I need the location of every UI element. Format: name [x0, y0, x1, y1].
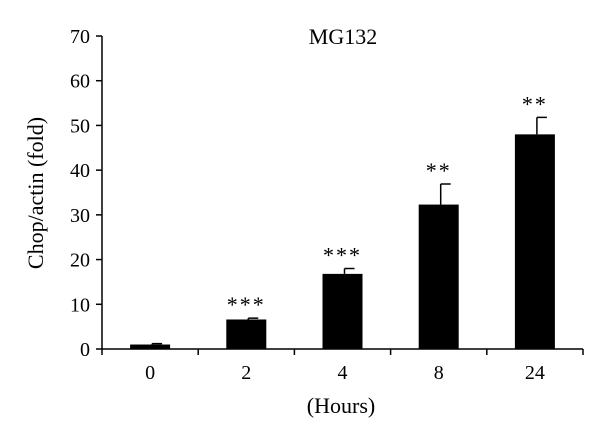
y-tick-label: 30: [70, 205, 90, 227]
x-tick-label: 2: [241, 362, 251, 384]
significance-label: **: [426, 158, 452, 183]
x-axis-ticks: 0 2 4 8 24: [101, 349, 584, 384]
x-tick-label: 0: [145, 362, 155, 384]
bar: [130, 344, 171, 349]
y-tick-label: 10: [70, 294, 90, 316]
y-axis-ticks: 0 10 20 30 40 50 60 70: [70, 26, 102, 361]
significance-label: ***: [323, 243, 362, 268]
bar: [322, 273, 363, 349]
error-bars: [151, 116, 547, 345]
significance-label: ***: [227, 292, 266, 317]
significance-label: **: [522, 91, 548, 116]
x-tick-label: 4: [338, 362, 348, 384]
bar: [418, 204, 459, 349]
y-axis-title: Chop/actin (fold): [23, 117, 48, 269]
bar: [226, 319, 267, 349]
y-tick-label: 0: [80, 339, 90, 361]
bars: [130, 134, 555, 349]
bar: [514, 134, 555, 349]
chart-title: MG132: [309, 24, 377, 49]
y-tick-label: 60: [70, 71, 90, 93]
significance-labels: **********: [227, 91, 548, 317]
x-axis-title: (Hours): [307, 393, 375, 418]
y-tick-label: 20: [70, 250, 90, 272]
x-tick-label: 8: [434, 362, 444, 384]
y-tick-label: 40: [70, 160, 90, 182]
x-tick-label: 24: [525, 362, 545, 384]
y-tick-label: 70: [70, 26, 90, 48]
y-tick-label: 50: [70, 115, 90, 137]
